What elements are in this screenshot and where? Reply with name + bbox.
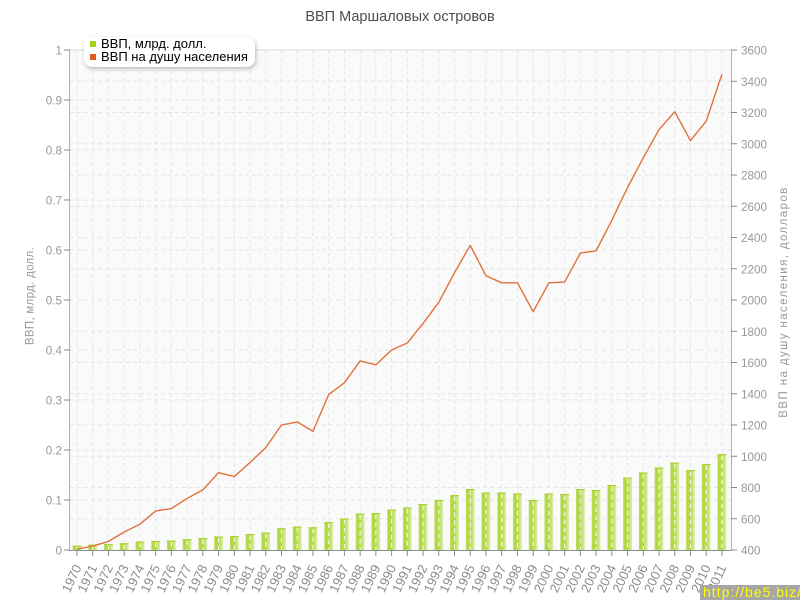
svg-text:800: 800 [741, 482, 761, 495]
svg-text:3200: 3200 [741, 107, 768, 120]
svg-text:0.1: 0.1 [46, 495, 62, 508]
svg-text:1200: 1200 [741, 420, 768, 433]
svg-text:0.7: 0.7 [46, 195, 62, 208]
svg-text:0.5: 0.5 [46, 295, 63, 308]
svg-text:0.3: 0.3 [46, 395, 62, 408]
svg-text:2000: 2000 [741, 295, 768, 308]
svg-text:1600: 1600 [741, 357, 768, 370]
svg-text:3600: 3600 [741, 45, 768, 58]
svg-text:2400: 2400 [741, 232, 768, 245]
svg-text:ВВП на душу населения, долларо: ВВП на душу населения, долларов [778, 186, 790, 417]
svg-text:3000: 3000 [741, 138, 768, 151]
svg-text:0.2: 0.2 [46, 445, 62, 458]
svg-text:0.4: 0.4 [46, 345, 63, 358]
svg-text:0.8: 0.8 [46, 145, 62, 158]
svg-text:2800: 2800 [741, 170, 768, 183]
svg-text:1000: 1000 [741, 451, 768, 464]
svg-text:1400: 1400 [741, 388, 768, 401]
svg-text:0: 0 [55, 545, 62, 558]
svg-text:400: 400 [741, 545, 761, 558]
svg-text:2600: 2600 [741, 201, 768, 214]
svg-text:0.6: 0.6 [46, 245, 62, 258]
svg-text:1800: 1800 [741, 326, 768, 339]
svg-text:ВВП, млрд. долл.: ВВП, млрд. долл. [25, 247, 37, 345]
svg-text:2200: 2200 [741, 263, 768, 276]
svg-text:600: 600 [741, 513, 761, 526]
svg-text:0.9: 0.9 [46, 95, 62, 108]
svg-text:ВВП Маршаловых островов: ВВП Маршаловых островов [305, 9, 495, 25]
svg-text:3400: 3400 [741, 76, 768, 89]
svg-text:1: 1 [55, 45, 62, 58]
